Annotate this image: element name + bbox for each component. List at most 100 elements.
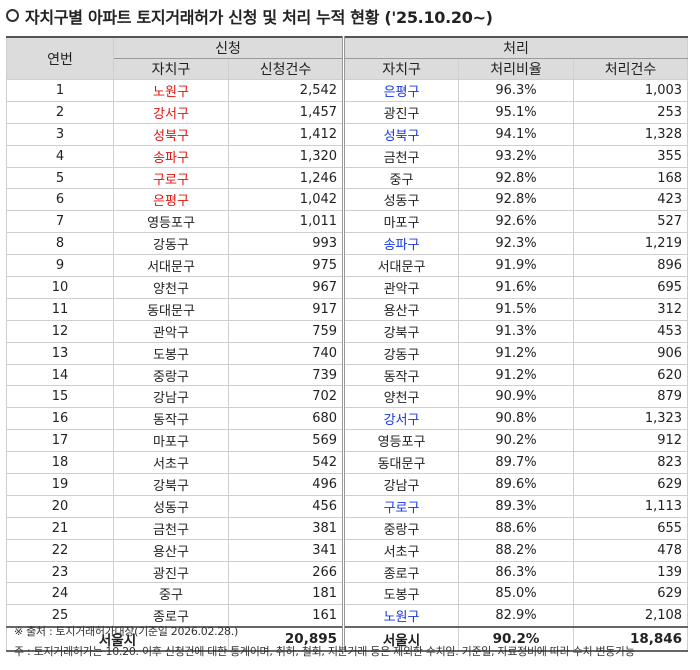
total-row: 서울시 20,895 서울시 90.2% 18,846 bbox=[6, 626, 689, 653]
apply-count: 1,246 bbox=[227, 166, 345, 190]
row-no: 16 bbox=[6, 407, 114, 431]
process-rate: 90.2% bbox=[458, 429, 575, 453]
process-rate: 91.6% bbox=[458, 276, 575, 299]
process-count: 1,113 bbox=[573, 494, 689, 518]
source-note: ※ 출처 : 토지거래허가대장(기준일 2026.02.28.) bbox=[14, 625, 238, 638]
process-rate: 94.1% bbox=[458, 122, 575, 146]
apply-count: 975 bbox=[227, 254, 345, 278]
process-district: 동작구 bbox=[342, 363, 460, 387]
process-rate: 92.8% bbox=[458, 166, 575, 190]
header-row-sub: 자치구 신청건수 자치구 처리비율 처리건수 bbox=[7, 58, 689, 80]
apply-count: 993 bbox=[227, 232, 345, 256]
row-no: 3 bbox=[6, 122, 114, 146]
row-no: 10 bbox=[6, 276, 114, 299]
process-rate: 89.3% bbox=[458, 494, 575, 518]
table-row: 3 성북구 1,412 성북구 94.1% 1,328 bbox=[6, 122, 689, 146]
row-no: 5 bbox=[6, 166, 114, 190]
process-rate: 91.2% bbox=[458, 341, 575, 365]
table-row: 20 성동구 456 구로구 89.3% 1,113 bbox=[6, 494, 689, 518]
process-rate: 89.6% bbox=[458, 473, 575, 496]
apply-district: 중랑구 bbox=[113, 363, 229, 387]
header-apply: 신청 bbox=[112, 36, 345, 59]
row-no: 4 bbox=[6, 144, 114, 168]
apply-count: 569 bbox=[227, 429, 345, 453]
table-row: 14 중랑구 739 동작구 91.2% 620 bbox=[6, 363, 689, 387]
row-no: 24 bbox=[6, 582, 114, 606]
row-no: 15 bbox=[6, 385, 114, 409]
apply-count: 680 bbox=[227, 407, 345, 431]
apply-district: 성동구 bbox=[113, 494, 229, 518]
table-row: 19 강북구 496 강남구 89.6% 629 bbox=[6, 473, 689, 496]
apply-district: 광진구 bbox=[113, 560, 229, 584]
table-row: 21 금천구 381 중랑구 88.6% 655 bbox=[6, 516, 689, 540]
apply-district: 마포구 bbox=[113, 429, 229, 453]
table-row: 8 강동구 993 송파구 92.3% 1,219 bbox=[6, 232, 689, 256]
apply-district: 송파구 bbox=[113, 144, 229, 168]
table-row: 11 동대문구 917 용산구 91.5% 312 bbox=[6, 297, 689, 321]
process-rate: 92.8% bbox=[458, 188, 575, 212]
table-row: 23 광진구 266 종로구 86.3% 139 bbox=[6, 560, 689, 584]
process-rate: 92.6% bbox=[458, 210, 575, 234]
process-rate: 85.0% bbox=[458, 582, 575, 606]
apply-district: 양천구 bbox=[113, 276, 229, 299]
process-district: 관악구 bbox=[342, 276, 460, 299]
page-title-text: 자치구별 아파트 토지거래허가 신청 및 처리 누적 현황 ('25.10.20… bbox=[25, 8, 493, 27]
header-row-group: 연번 신청 처리 bbox=[6, 36, 689, 80]
apply-count: 740 bbox=[227, 341, 345, 365]
process-district: 송파구 bbox=[342, 232, 460, 256]
process-count: 355 bbox=[573, 144, 689, 168]
process-count: 1,328 bbox=[573, 122, 689, 146]
row-no: 7 bbox=[6, 210, 114, 234]
process-district: 강동구 bbox=[342, 341, 460, 365]
apply-count: 1,320 bbox=[227, 144, 345, 168]
process-count: 655 bbox=[573, 516, 689, 540]
apply-district: 노원구 bbox=[113, 79, 229, 102]
process-rate: 92.3% bbox=[458, 232, 575, 256]
process-district: 종로구 bbox=[342, 560, 460, 584]
process-rate: 96.3% bbox=[458, 79, 575, 102]
apply-count: 702 bbox=[227, 385, 345, 409]
apply-count: 381 bbox=[227, 516, 345, 540]
process-count: 1,003 bbox=[573, 79, 689, 102]
process-rate: 88.6% bbox=[458, 516, 575, 540]
apply-district: 도봉구 bbox=[113, 341, 229, 365]
apply-district: 강북구 bbox=[113, 473, 229, 496]
row-no: 17 bbox=[6, 429, 114, 453]
process-district: 금천구 bbox=[342, 144, 460, 168]
process-district: 성동구 bbox=[342, 188, 460, 212]
apply-count: 181 bbox=[227, 582, 345, 606]
process-district: 도봉구 bbox=[342, 582, 460, 606]
process-district: 영등포구 bbox=[342, 429, 460, 453]
remark-note: 주 : 토지거래허가는 10.20. 이후 신청건에 대한 통계이며, 취하, … bbox=[14, 645, 635, 658]
table-row: 17 마포구 569 영등포구 90.2% 912 bbox=[6, 429, 689, 453]
row-no: 11 bbox=[6, 297, 114, 321]
process-count: 423 bbox=[573, 188, 689, 212]
apply-district: 동대문구 bbox=[113, 297, 229, 321]
apply-district: 용산구 bbox=[113, 538, 229, 562]
apply-count: 1,042 bbox=[227, 188, 345, 212]
process-count: 453 bbox=[573, 319, 689, 343]
table-row: 6 은평구 1,042 성동구 92.8% 423 bbox=[6, 188, 689, 212]
apply-district: 서초구 bbox=[113, 451, 229, 475]
apply-district: 서대문구 bbox=[113, 254, 229, 278]
apply-district: 영등포구 bbox=[113, 210, 229, 234]
process-district: 중랑구 bbox=[342, 516, 460, 540]
header-process-district: 자치구 bbox=[342, 58, 460, 80]
apply-district: 강서구 bbox=[113, 100, 229, 124]
apply-count: 1,412 bbox=[227, 122, 345, 146]
process-count: 896 bbox=[573, 254, 689, 278]
apply-count: 739 bbox=[227, 363, 345, 387]
process-rate: 90.9% bbox=[458, 385, 575, 409]
table-row: 25 종로구 161 노원구 82.9% 2,108 bbox=[6, 604, 689, 628]
process-rate: 82.9% bbox=[458, 604, 575, 628]
table-row: 24 중구 181 도봉구 85.0% 629 bbox=[6, 582, 689, 606]
process-count: 253 bbox=[573, 100, 689, 124]
process-count: 1,323 bbox=[573, 407, 689, 431]
apply-count: 496 bbox=[227, 473, 345, 496]
row-no: 19 bbox=[6, 473, 114, 496]
row-no: 14 bbox=[6, 363, 114, 387]
row-no: 2 bbox=[6, 100, 114, 124]
process-rate: 93.2% bbox=[458, 144, 575, 168]
apply-district: 동작구 bbox=[113, 407, 229, 431]
process-count: 629 bbox=[573, 582, 689, 606]
